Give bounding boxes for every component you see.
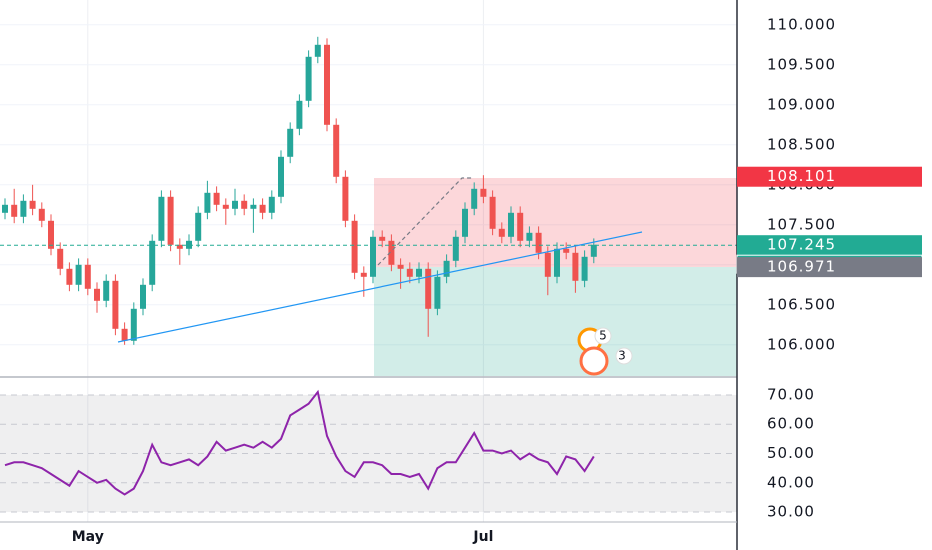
axis-layer: MayJul106.000106.500107.000107.500108.00…	[72, 15, 923, 545]
candle-body	[554, 248, 560, 277]
candle-body	[29, 200, 36, 209]
candle-body	[296, 100, 303, 129]
candle-body	[498, 228, 505, 237]
candle-body	[462, 208, 468, 237]
candle-body	[140, 284, 146, 309]
candle-body	[278, 156, 284, 197]
candle-body	[158, 196, 165, 241]
candle-body	[121, 328, 128, 341]
candle-body	[167, 196, 174, 245]
y-tick-label: 109.000	[767, 95, 836, 113]
candle-body	[48, 220, 54, 249]
y-tick-label: 109.500	[767, 55, 836, 73]
candle-body	[222, 204, 229, 209]
candle-body	[508, 212, 514, 237]
candle-body	[94, 288, 100, 301]
candle-body	[370, 236, 376, 277]
x-tick-label: Jul	[472, 529, 493, 545]
y-tick-label: 70.00	[767, 385, 815, 403]
candle-body	[250, 204, 257, 209]
candle-body	[112, 280, 119, 329]
drawings: 5 3	[117, 177, 643, 376]
candle-body	[434, 276, 441, 309]
event-count-bg	[594, 327, 612, 345]
candle-body	[268, 196, 275, 213]
candle-body	[544, 252, 551, 277]
candle-body	[452, 236, 459, 261]
price-badge	[737, 257, 922, 278]
candle-body	[443, 260, 450, 277]
x-tick-label: May	[72, 529, 104, 545]
projection-arrow	[377, 177, 472, 266]
y-tick-label: 106.000	[767, 335, 836, 353]
candle-body	[130, 308, 137, 341]
candle-body	[176, 244, 183, 249]
candle-body	[572, 252, 579, 281]
candle-body	[38, 208, 45, 221]
candle-body	[563, 248, 570, 253]
event-count: 5	[599, 329, 607, 343]
candle-body	[360, 272, 367, 277]
y-tick-label: 110.000	[767, 15, 836, 33]
candle-body	[314, 44, 321, 57]
candle-body	[526, 232, 533, 241]
candle-body	[195, 212, 202, 241]
price-badge	[737, 166, 922, 187]
candle-body	[581, 256, 588, 281]
candle-body	[57, 248, 64, 269]
event-count-bg	[615, 347, 633, 365]
candle-body	[20, 200, 27, 217]
price-badge	[737, 235, 922, 256]
candle-body	[259, 204, 266, 213]
candle-body	[471, 188, 478, 209]
event-icon[interactable]	[579, 346, 609, 376]
candle-body	[397, 264, 404, 269]
price-badge-label: 106.971	[767, 258, 836, 276]
candle-body	[204, 192, 211, 213]
candle-body	[342, 176, 349, 221]
candle-body	[232, 200, 238, 209]
y-tick-label: 50.00	[767, 444, 815, 462]
candle-body	[590, 244, 597, 257]
price-badge-label: 107.245	[767, 236, 836, 254]
candle-body	[324, 44, 330, 125]
event-count: 3	[618, 349, 626, 363]
candle-body	[489, 196, 496, 229]
candle-body	[2, 204, 8, 213]
candle-body	[11, 204, 18, 217]
y-tick-label: 30.00	[767, 503, 815, 521]
candle-body	[149, 240, 156, 285]
candle-body	[351, 220, 358, 273]
trend-line	[117, 231, 643, 343]
candle-body	[305, 56, 312, 101]
candle-body	[388, 240, 395, 265]
candle-body	[480, 188, 487, 197]
candle-body	[535, 232, 542, 253]
candle-body	[75, 264, 82, 285]
candle-body	[103, 280, 110, 301]
y-tick-label: 107.500	[767, 215, 836, 233]
candle-body	[333, 124, 340, 177]
candle-body	[406, 268, 413, 277]
candle-body	[517, 212, 524, 241]
candle-body	[213, 192, 220, 205]
candle-body	[379, 236, 386, 241]
candle-body	[84, 264, 91, 289]
y-tick-label: 106.500	[767, 295, 836, 313]
marks-layer	[0, 36, 737, 496]
price-badge-label: 108.101	[767, 167, 836, 185]
y-tick-label: 60.00	[767, 415, 815, 433]
y-tick-label: 40.00	[767, 473, 815, 491]
candle-body	[287, 128, 294, 157]
rsi-line	[4, 389, 595, 496]
candle-body	[241, 200, 248, 209]
candle-body	[416, 268, 422, 277]
candle-body	[425, 268, 432, 309]
candle-body	[66, 268, 73, 285]
y-tick-label: 108.500	[767, 135, 836, 153]
